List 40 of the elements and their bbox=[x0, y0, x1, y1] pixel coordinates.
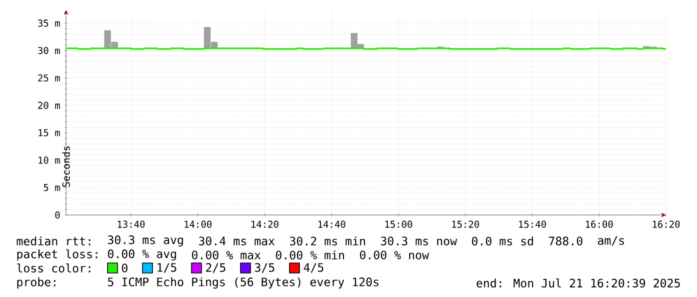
legend-label: 1/5 bbox=[158, 263, 176, 273]
legend-label: 2/5 bbox=[206, 263, 226, 273]
text: 5 ICMP Echo Pings (56 Bytes) every 120s bbox=[108, 277, 378, 289]
x-tick-label: 15:40 bbox=[519, 220, 546, 228]
legend-label: 0 bbox=[122, 264, 128, 272]
text: 0.00 % now bbox=[360, 250, 430, 260]
y-tick-label: 15 m bbox=[38, 129, 60, 136]
y-tick-label: 35 m bbox=[38, 20, 60, 27]
y-axis-title: Seconds bbox=[62, 146, 70, 187]
y-tick-label: 25 m bbox=[38, 74, 60, 82]
legend-label: 3/5 bbox=[254, 263, 274, 273]
text: 788.0 bbox=[548, 236, 582, 246]
y-tick-label: 0 bbox=[55, 211, 60, 219]
x-tick-label: 15:00 bbox=[385, 220, 412, 228]
y-tick-label: 5 m bbox=[44, 184, 60, 192]
x-tick-label: 14:40 bbox=[318, 220, 346, 228]
text: 30.2 ms min bbox=[290, 236, 365, 246]
x-tick-label: 14:20 bbox=[252, 220, 278, 228]
x-tick-label: 14:00 bbox=[184, 220, 212, 228]
text: 30.3 ms avg bbox=[108, 235, 183, 247]
text: median rtt: bbox=[16, 236, 90, 246]
text: packet loss: bbox=[17, 249, 98, 261]
text: am/s bbox=[598, 236, 624, 246]
y-tick-label: 30 m bbox=[38, 46, 60, 54]
text: 0.00 % avg bbox=[108, 249, 176, 261]
y-tick-label: 20 m bbox=[38, 102, 60, 109]
x-tick-label: 13:40 bbox=[118, 220, 145, 228]
y-tick-label: 10 m bbox=[38, 156, 60, 164]
text: end: Mon Jul 21 16:20:39 2025 bbox=[476, 278, 680, 288]
text: 30.4 ms max bbox=[198, 236, 275, 246]
text: 0.00 % min bbox=[276, 250, 344, 260]
text: 0.0 ms sd bbox=[472, 236, 533, 246]
text: 0.00 % max bbox=[192, 250, 261, 260]
x-tick-label: 16:00 bbox=[586, 220, 613, 228]
legend-title: loss color: bbox=[17, 263, 90, 272]
legend-label: 4/5 bbox=[304, 263, 324, 273]
text: probe: bbox=[17, 277, 56, 289]
text: 30.3 ms now bbox=[380, 236, 458, 246]
x-tick-label: 16:20 bbox=[652, 220, 680, 228]
x-tick-label: 15:20 bbox=[452, 220, 480, 228]
